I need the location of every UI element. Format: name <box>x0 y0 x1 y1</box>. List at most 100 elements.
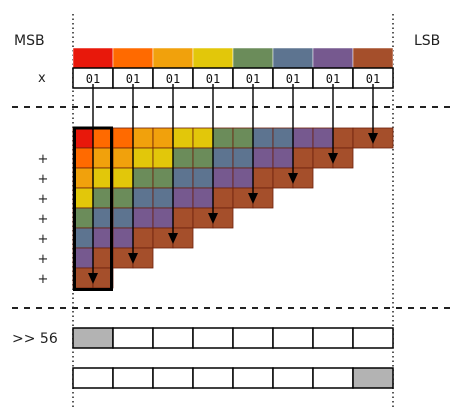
down-arrow-head <box>88 273 98 284</box>
partial-product-cell <box>132 167 154 189</box>
partial-product-cell <box>212 187 234 209</box>
down-arrow-head <box>368 133 378 144</box>
multiplier-byte-value: 01 <box>366 72 380 86</box>
multiplier-byte-value: 01 <box>326 72 340 86</box>
color-strip-cell <box>312 47 354 69</box>
partial-product-cell <box>272 127 294 149</box>
partial-product-cell <box>212 147 234 169</box>
color-strip-cell <box>192 47 234 69</box>
partial-product-cell <box>112 147 134 169</box>
partial-product-cell <box>132 127 154 149</box>
shift-result-row-cell <box>152 327 194 349</box>
partial-product-cell <box>152 167 174 189</box>
plus-sign: + <box>38 212 49 227</box>
partial-product-cell <box>112 247 134 269</box>
partial-product-cell <box>352 127 374 149</box>
partial-product-cell <box>192 167 214 189</box>
partial-product-cell <box>192 187 214 209</box>
multiplier-byte-value: 01 <box>86 72 100 86</box>
partial-product-cell <box>112 207 134 229</box>
lsb-label: LSB <box>414 33 440 49</box>
partial-product-cell <box>172 147 194 169</box>
partial-product-cell <box>172 207 194 229</box>
color-strip-cell <box>152 47 194 69</box>
partial-product-cell <box>292 167 314 189</box>
partial-product-cell <box>172 167 194 189</box>
partial-product-cell <box>152 127 174 149</box>
partial-product-cell <box>112 167 134 189</box>
partial-product-cell <box>152 227 174 249</box>
partial-product-cell <box>252 147 274 169</box>
shift-result-row-cell <box>72 327 114 349</box>
partial-product-cell <box>152 207 174 229</box>
multiplier-byte-value: 01 <box>286 72 300 86</box>
partial-product-cell <box>232 127 254 149</box>
shift-result-row-cell <box>112 327 154 349</box>
down-arrow-head <box>208 213 218 224</box>
partial-product-cell <box>212 167 234 189</box>
final-result-row-cell <box>312 367 354 389</box>
partial-product-cell <box>312 147 334 169</box>
partial-product-cell <box>112 187 134 209</box>
multiplier-byte-value: 01 <box>206 72 220 86</box>
partial-product-cell <box>152 147 174 169</box>
msb-label: MSB <box>14 33 45 49</box>
multiplier-byte-value: 01 <box>246 72 260 86</box>
partial-product-cell <box>112 127 134 149</box>
final-result-row-cell <box>192 367 234 389</box>
shift-result-row-cell <box>232 327 274 349</box>
partial-product-cell <box>172 227 194 249</box>
partial-product-cell <box>192 207 214 229</box>
shift-result-row-cell <box>352 327 394 349</box>
partial-product-cell <box>132 227 154 249</box>
partial-product-cell <box>172 127 194 149</box>
partial-product-cell <box>152 187 174 209</box>
partial-product-cell <box>272 147 294 169</box>
partial-product-cell <box>252 127 274 149</box>
final-result-row-cell <box>152 367 194 389</box>
shift-result-row-cell <box>192 327 234 349</box>
color-strip-cell <box>352 47 394 69</box>
color-strip-cell <box>72 47 114 69</box>
partial-product-cell <box>252 187 274 209</box>
partial-product-cell <box>132 147 154 169</box>
partial-product-cell <box>332 147 354 169</box>
color-strip-cell <box>112 47 154 69</box>
shift-label: >> 56 <box>12 331 58 347</box>
multiplier-byte-value: 01 <box>126 72 140 86</box>
color-strip-cell <box>232 47 274 69</box>
partial-product-cell <box>372 127 394 149</box>
shift-result-row-cell <box>272 327 314 349</box>
final-result-row-cell <box>72 367 114 389</box>
down-arrow-head <box>288 173 298 184</box>
final-result-row-cell <box>232 367 274 389</box>
down-arrow-head <box>128 253 138 264</box>
plus-sign: + <box>38 232 49 247</box>
final-result-row-cell <box>272 367 314 389</box>
partial-product-cell <box>232 167 254 189</box>
partial-product-cell <box>332 127 354 149</box>
plus-sign: + <box>38 172 49 187</box>
partial-product-cell <box>212 207 234 229</box>
plus-sign: + <box>38 192 49 207</box>
final-result-row-cell <box>112 367 154 389</box>
final-result-row-cell <box>352 367 394 389</box>
down-arrow-head <box>168 233 178 244</box>
plus-sign: + <box>38 252 49 267</box>
partial-product-cell <box>132 247 154 269</box>
plus-sign: + <box>38 152 49 167</box>
partial-product-cell <box>132 187 154 209</box>
partial-product-cell <box>212 127 234 149</box>
partial-product-cell <box>192 127 214 149</box>
multiplier-byte-value: 01 <box>166 72 180 86</box>
plus-sign: + <box>38 272 49 287</box>
down-arrow-head <box>248 193 258 204</box>
multiply-sign: x <box>38 71 46 86</box>
partial-product-cell <box>192 147 214 169</box>
down-arrow-head <box>328 153 338 164</box>
partial-product-cell <box>292 147 314 169</box>
partial-product-cell <box>232 187 254 209</box>
partial-product-cell <box>232 147 254 169</box>
